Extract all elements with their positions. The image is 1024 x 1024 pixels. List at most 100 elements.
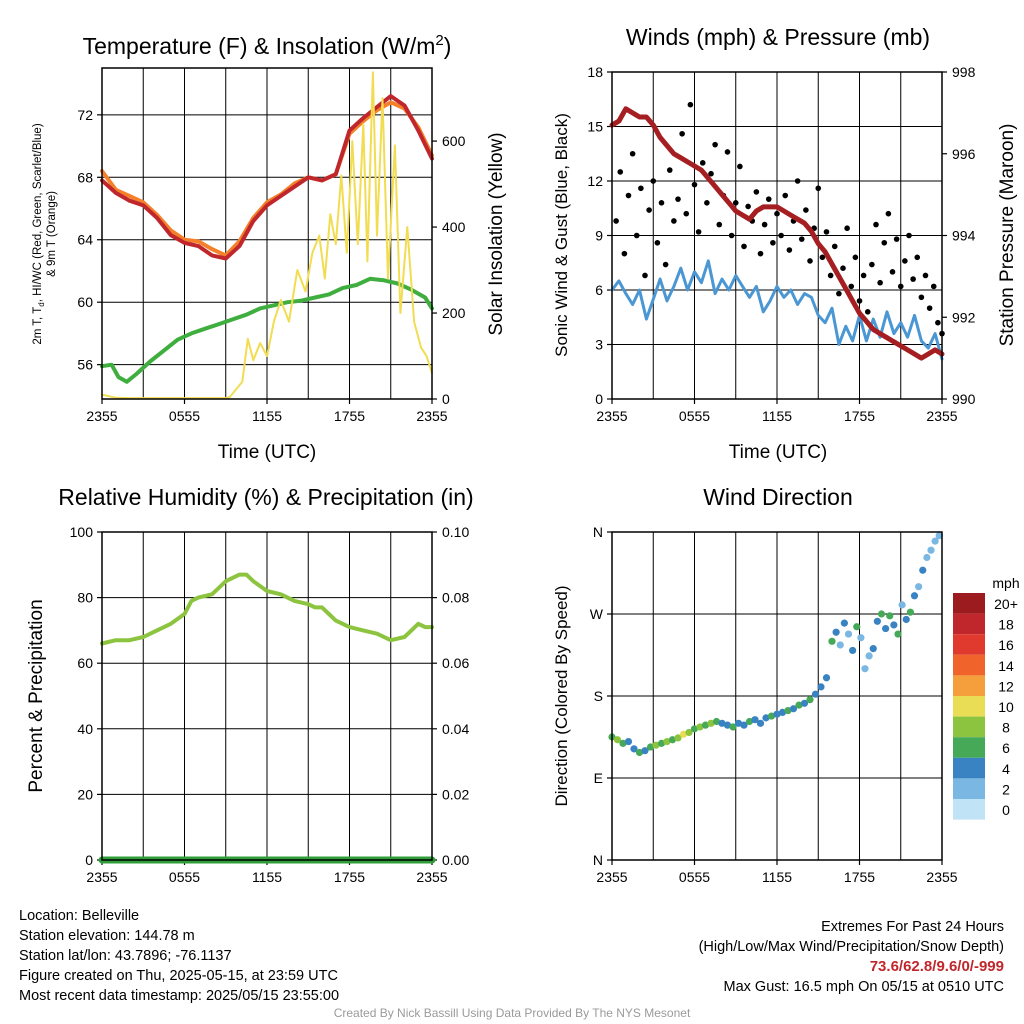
gust-point xyxy=(671,218,677,224)
direction-point xyxy=(652,741,660,749)
x-tick-label: 1155 xyxy=(252,869,282,885)
legend-label: 4 xyxy=(1002,761,1010,777)
y-tick-label: 40 xyxy=(77,721,93,737)
direction-point xyxy=(773,710,781,718)
gust-point xyxy=(815,185,822,192)
plot-frame xyxy=(101,67,433,400)
direction-point xyxy=(877,610,886,618)
direction-point xyxy=(910,592,919,600)
temperature-ylabel-2: & 9m T (Orange) xyxy=(46,191,58,277)
station-info: Location: Belleville Station elevation: … xyxy=(19,906,339,1006)
x-tick-label: 1155 xyxy=(762,408,792,424)
legend-label: 2 xyxy=(1002,781,1010,797)
y-tick-label: 56 xyxy=(77,357,93,373)
x-tick-label: 2355 xyxy=(596,869,627,885)
y2-tick-label: 992 xyxy=(952,309,976,325)
gust-point xyxy=(860,272,867,279)
legend-label: 8 xyxy=(1002,720,1010,736)
y-tick-label: E xyxy=(594,770,603,786)
insolation-ylabel: Solar Insolation (Yellow) xyxy=(486,132,507,335)
y2-tick-label: 0.02 xyxy=(442,786,469,802)
gust-point xyxy=(852,254,859,261)
direction-point xyxy=(718,719,726,727)
direction-point xyxy=(844,630,853,638)
y2-tick-label: 400 xyxy=(442,219,466,235)
gust-point xyxy=(638,185,644,192)
temperature-title: Temperature (F) & Insolation (W/m2) xyxy=(83,32,452,59)
y2-tick-label: 990 xyxy=(952,391,976,407)
direction-point xyxy=(696,723,704,731)
y-tick-label: 100 xyxy=(70,524,94,540)
direction-point xyxy=(624,737,633,746)
gust-point xyxy=(893,236,900,242)
direction-point xyxy=(811,690,820,698)
gust-point xyxy=(798,236,805,242)
gust-point xyxy=(662,261,669,268)
humidity-title: Relative Humidity (%) & Precipitation (i… xyxy=(58,484,473,510)
gust-point xyxy=(864,309,871,315)
gust-point xyxy=(794,178,801,184)
x-tick-label: 1755 xyxy=(334,408,365,424)
speed-legend: mph 20+ 18 16 14 12 10 8 6 4 2 0 xyxy=(953,575,1020,820)
series-line-dewpoint_green xyxy=(100,276,434,384)
gust-point xyxy=(745,203,751,210)
direction-point xyxy=(865,652,873,660)
direction-point xyxy=(795,701,803,709)
temperature-ylabel: 2m T, Td, HI/WC (Red, Green, Scarlet/Blu… xyxy=(32,123,46,344)
direction-point xyxy=(935,532,943,540)
direction-point xyxy=(619,739,627,747)
direction-point xyxy=(832,628,840,636)
direction-point xyxy=(784,706,792,715)
direction-point xyxy=(927,546,935,554)
gust-point xyxy=(724,149,731,155)
series-line-rh_green xyxy=(100,572,434,646)
gust-point xyxy=(737,163,743,170)
y-tick-label: 15 xyxy=(587,119,603,135)
gust-point xyxy=(807,258,813,264)
extremes-heading: Extremes For Past 24 Hours xyxy=(821,919,1004,935)
gust-point xyxy=(691,181,698,188)
series-line-temp_orange xyxy=(100,100,434,258)
y2-tick-label: 200 xyxy=(442,305,466,321)
direction-point xyxy=(836,641,844,649)
gust-point xyxy=(642,272,648,279)
y-tick-label: 72 xyxy=(77,107,93,123)
gust-point xyxy=(757,250,764,257)
plot-frame xyxy=(611,531,943,861)
legend-swatch xyxy=(953,654,985,676)
gust-point xyxy=(741,243,747,250)
y-tick-label: 0 xyxy=(85,852,93,868)
direction-point xyxy=(882,624,890,633)
series-line-temp_red xyxy=(100,94,434,261)
direction-point xyxy=(822,674,831,682)
plot-frame xyxy=(101,531,433,861)
y2-tick-label: 0.04 xyxy=(442,721,469,737)
direction-point xyxy=(817,683,825,691)
y-tick-label: 60 xyxy=(77,294,93,310)
gust-point xyxy=(844,225,850,232)
x-tick-label: 2355 xyxy=(86,408,117,424)
gust-point xyxy=(823,229,830,235)
recent-text: Most recent data timestamp: 2025/05/15 2… xyxy=(19,988,340,1004)
direction-point xyxy=(657,739,666,747)
gust-point xyxy=(930,283,937,290)
winds-panel: Winds (mph) & Pressure (mb) 0 3 6 9 12 15 18 99… xyxy=(552,24,1018,463)
direction-point xyxy=(723,721,732,729)
credit-text: Created By Nick Bassill Using Data Provi… xyxy=(333,1006,691,1020)
gust-point xyxy=(675,196,681,202)
direction-point xyxy=(923,553,931,562)
gust-point xyxy=(778,232,784,239)
direction-point xyxy=(800,699,809,707)
y2-tick-label: 0 xyxy=(442,391,450,407)
direction-point xyxy=(646,743,655,751)
gust-point xyxy=(687,101,694,108)
gust-point xyxy=(869,261,875,268)
gust-point xyxy=(728,232,735,239)
x-tick-label: 2355 xyxy=(86,869,117,885)
temperature-panel: Temperature (F) & Insolation (W/m2) 56 60… xyxy=(32,32,507,463)
gust-point xyxy=(831,243,838,250)
gust-point xyxy=(786,247,793,253)
gust-point xyxy=(782,192,789,199)
